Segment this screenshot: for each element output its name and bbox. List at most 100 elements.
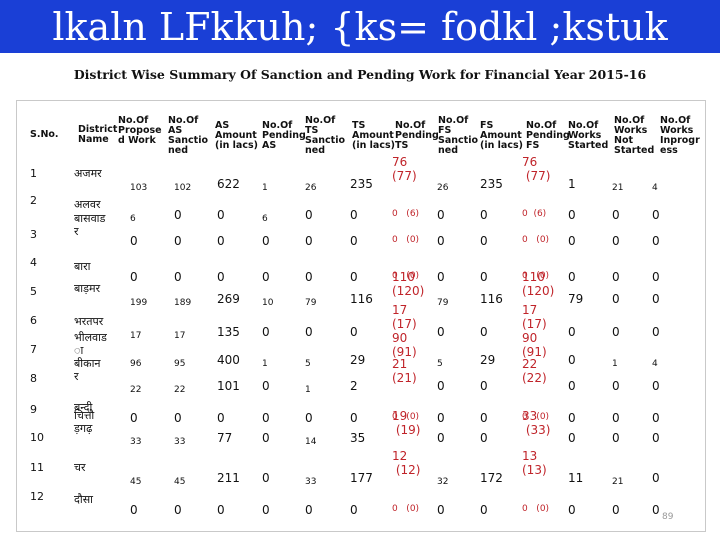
proposed-work: 103 — [130, 183, 148, 193]
pending-ts: 0 — [437, 325, 445, 339]
row-sno: 1 — [30, 167, 37, 180]
ts-amount: 0 — [350, 411, 358, 425]
as-sanctioned: 102 — [174, 183, 192, 193]
pending-fs: 0 — [568, 325, 576, 339]
pending-fs: 0 — [568, 379, 576, 393]
row-district: अजमर — [74, 167, 102, 180]
as-sanctioned: 0 — [174, 208, 182, 222]
fs-sanctioned: 116 — [480, 292, 503, 306]
column-header: TS Amount (in lacs) — [352, 120, 395, 151]
pending-fs: 79 — [568, 292, 584, 306]
fs-amount-paren: 13 (13) — [522, 449, 547, 477]
as-amount: 269 — [217, 292, 240, 306]
works-started: 0 — [612, 234, 620, 248]
ts-amount: 0 — [350, 234, 358, 248]
pending-ts: 26 — [437, 183, 449, 193]
works-started: 0 — [612, 270, 620, 284]
row-district: अलवर — [74, 198, 101, 211]
pending-ts: 0 — [437, 411, 445, 425]
works-not-started: 0 — [652, 379, 660, 393]
column-header: District Name — [78, 124, 118, 145]
fs-amount-paren: 76 (77) — [522, 155, 551, 183]
works-started: 0 — [612, 503, 620, 517]
row-sno: 4 — [30, 256, 37, 269]
as-sanctioned: 0 — [174, 270, 182, 284]
pending-as: 0 — [262, 503, 270, 517]
row-district: बारा — [74, 260, 91, 273]
ts-amount-paren: 21 (21) — [392, 357, 417, 385]
fs-sanctioned: 0 — [480, 325, 488, 339]
row-district: बाड़मर — [74, 282, 101, 295]
ts-sanctioned: 79 — [305, 298, 317, 308]
as-sanctioned: 22 — [174, 385, 186, 395]
works-not-started: 0 — [652, 325, 660, 339]
row-district: बीकान र — [74, 357, 101, 383]
ts-amount: 29 — [350, 353, 366, 367]
works-not-started: 4 — [652, 359, 658, 369]
column-header: No.Of TS Sanctio ned — [305, 115, 345, 156]
ts-amount-paren: 0 (6) — [392, 209, 420, 219]
ts-amount-paren: 0 (0) — [392, 504, 420, 514]
pending-ts: 0 — [437, 503, 445, 517]
works-started: 0 — [612, 325, 620, 339]
pending-fs: 0 — [568, 270, 576, 284]
works-not-started: 0 — [652, 270, 660, 284]
pending-fs: 0 — [568, 234, 576, 248]
pending-as: 1 — [262, 183, 268, 193]
proposed-work: 0 — [130, 503, 138, 517]
row-district: भरतपर — [74, 315, 104, 328]
column-header: No.Of Propose d Work — [118, 115, 162, 146]
ts-sanctioned: 5 — [305, 359, 311, 369]
pending-fs: 0 — [568, 353, 576, 367]
as-amount: 400 — [217, 353, 240, 367]
proposed-work: 96 — [130, 359, 142, 369]
as-amount: 0 — [217, 234, 225, 248]
pending-fs: 0 — [568, 503, 576, 517]
column-header: No.Of Works Inprogr ess — [660, 115, 700, 156]
row-district: भीलवाड ा — [74, 331, 107, 357]
ts-amount-paren: 0 (0) — [392, 235, 420, 245]
works-not-started: 0 — [652, 208, 660, 222]
pending-ts: 79 — [437, 298, 449, 308]
as-amount: 0 — [217, 270, 225, 284]
pending-as: 0 — [262, 431, 270, 445]
row-district: बन्दी — [74, 401, 93, 414]
proposed-work: 199 — [130, 298, 148, 308]
fs-sanctioned: 0 — [480, 431, 488, 445]
pending-as: 0 — [262, 270, 270, 284]
row-sno: 2 — [30, 194, 37, 207]
pending-fs: 0 — [568, 411, 576, 425]
fs-amount-paren: 0 (0) — [522, 504, 550, 514]
pending-as: 0 — [262, 234, 270, 248]
works-not-started: 0 — [652, 292, 660, 306]
ts-sanctioned: 0 — [305, 411, 313, 425]
column-header: No.Of Pending FS — [526, 120, 570, 151]
ts-amount: 0 — [350, 325, 358, 339]
row-sno: 5 — [30, 285, 37, 298]
proposed-work: 0 — [130, 411, 138, 425]
ts-amount-paren: 0 (0) — [392, 412, 420, 422]
title-banner — [0, 0, 720, 53]
as-sanctioned: 45 — [174, 477, 186, 487]
column-header: No.Of Pending AS — [262, 120, 306, 151]
works-started: 0 — [612, 379, 620, 393]
column-header: FS Amount (in lacs) — [480, 120, 523, 151]
ts-amount-paren: 0 (0) — [392, 271, 420, 281]
pending-ts: 32 — [437, 477, 449, 487]
works-not-started: 4 — [652, 183, 658, 193]
as-amount: 0 — [217, 208, 225, 222]
ts-sanctioned: 33 — [305, 477, 317, 487]
row-sno: 7 — [30, 343, 37, 356]
slide-subtitle: District Wise Summary Of Sanction and Pe… — [73, 67, 647, 82]
proposed-work: 45 — [130, 477, 142, 487]
fs-sanctioned: 0 — [480, 234, 488, 248]
fs-amount-paren: 110 (120) — [522, 270, 555, 298]
fs-amount-paren: 33 (33) — [522, 409, 551, 437]
fs-sanctioned: 0 — [480, 270, 488, 284]
fs-amount-paren: 22 (22) — [522, 357, 547, 385]
column-header: No.Of FS Sanctio ned — [438, 115, 478, 156]
works-not-started: 0 — [652, 411, 660, 425]
ts-amount-paren: 12 (12) — [392, 449, 421, 477]
as-sanctioned: 17 — [174, 331, 186, 341]
works-started: 0 — [612, 292, 620, 306]
